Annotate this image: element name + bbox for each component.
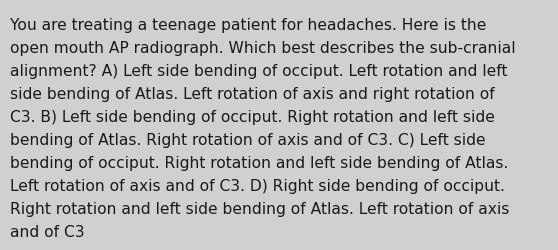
Text: Left rotation of axis and of C3. D) Right side bending of occiput.: Left rotation of axis and of C3. D) Righ… xyxy=(10,178,505,194)
Text: bending of occiput. Right rotation and left side bending of Atlas.: bending of occiput. Right rotation and l… xyxy=(10,156,508,170)
Text: bending of Atlas. Right rotation of axis and of C3. C) Left side: bending of Atlas. Right rotation of axis… xyxy=(10,132,485,148)
Text: open mouth AP radiograph. Which best describes the sub-cranial: open mouth AP radiograph. Which best des… xyxy=(10,40,516,56)
Text: alignment? A) Left side bending of occiput. Left rotation and left: alignment? A) Left side bending of occip… xyxy=(10,64,508,78)
Text: C3. B) Left side bending of occiput. Right rotation and left side: C3. B) Left side bending of occiput. Rig… xyxy=(10,110,495,124)
Text: Right rotation and left side bending of Atlas. Left rotation of axis: Right rotation and left side bending of … xyxy=(10,202,509,216)
Text: side bending of Atlas. Left rotation of axis and right rotation of: side bending of Atlas. Left rotation of … xyxy=(10,86,495,102)
Text: You are treating a teenage patient for headaches. Here is the: You are treating a teenage patient for h… xyxy=(10,18,487,32)
Text: and of C3: and of C3 xyxy=(10,224,85,240)
